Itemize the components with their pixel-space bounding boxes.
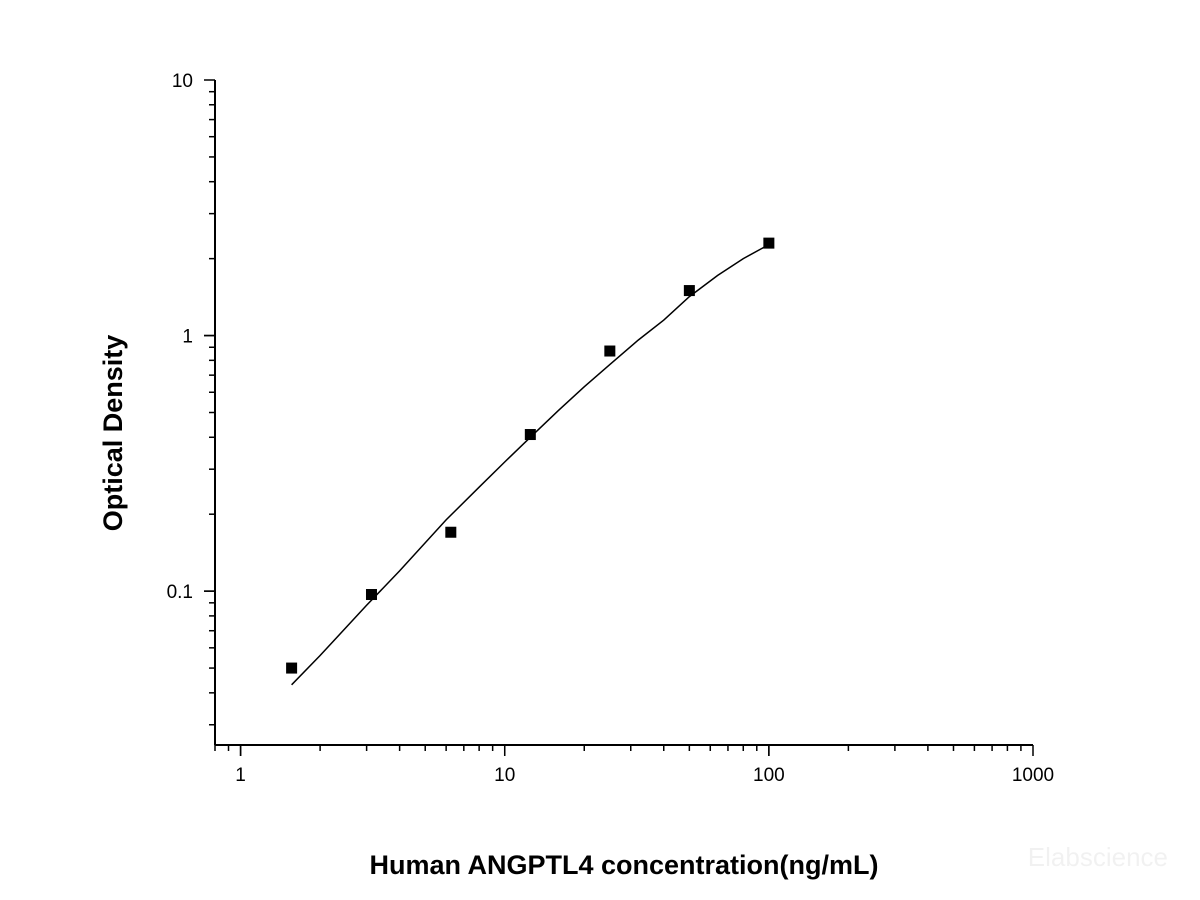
x-tick-label: 100 [753, 765, 785, 786]
x-ticks: 1 10 100 1000 [214, 745, 1054, 786]
x-tick-label: 10 [494, 765, 515, 786]
watermark-text: Elabscience [1028, 842, 1168, 872]
data-point [445, 526, 457, 538]
y-axis-title: Optical Density [98, 335, 128, 532]
y-tick-label: 0.1 [167, 582, 193, 603]
data-point [524, 429, 536, 441]
fit-curve [291, 243, 770, 686]
y-ticks: 0.1 1 10 [167, 71, 215, 726]
data-point [604, 345, 616, 357]
data-points [286, 237, 775, 674]
x-tick-label: 1 [235, 765, 246, 786]
x-tick-label: 1000 [1012, 765, 1054, 786]
y-tick-label: 10 [172, 71, 193, 92]
y-axis: 0.1 1 10 [167, 71, 216, 745]
data-point [286, 662, 298, 674]
x-axis-title: Human ANGPTL4 concentration(ng/mL) [369, 850, 878, 880]
data-point [365, 589, 377, 601]
data-point [763, 237, 775, 249]
x-axis: 1 10 100 1000 [214, 744, 1054, 786]
y-tick-label: 1 [182, 327, 193, 348]
data-point [683, 285, 695, 297]
